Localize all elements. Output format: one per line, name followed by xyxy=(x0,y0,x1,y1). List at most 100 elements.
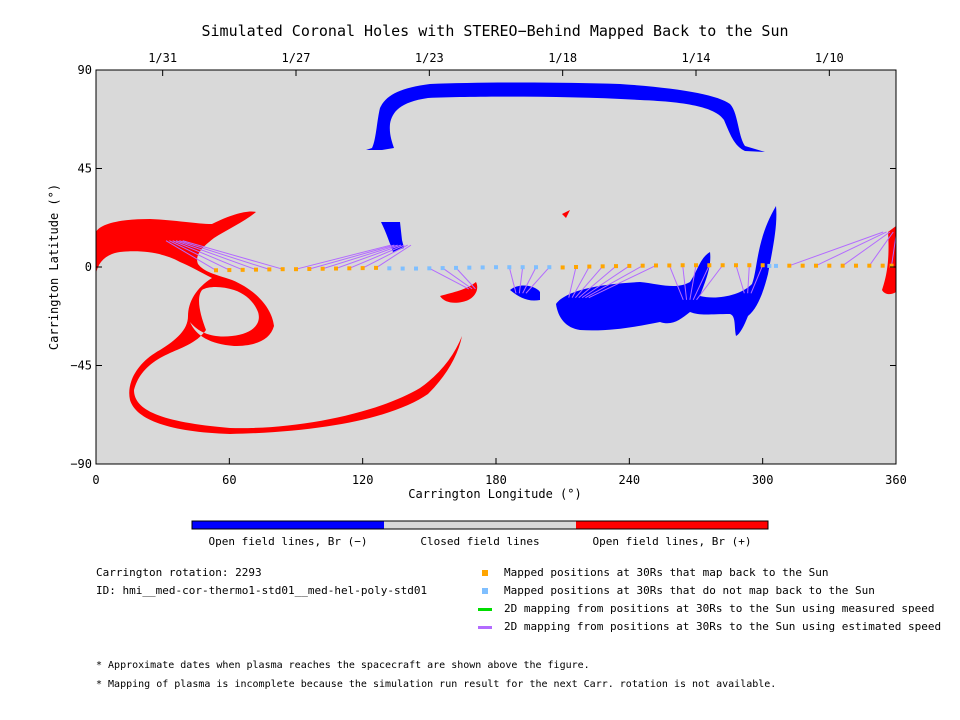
footnotes: * Approximate dates when plasma reaches … xyxy=(96,656,776,694)
estimated-speed-mapping-line xyxy=(362,244,408,269)
unmapped-point xyxy=(454,265,458,270)
estimated-speed-mapping-line xyxy=(868,231,894,266)
mapped-point xyxy=(627,263,632,268)
estimated-speed-mapping-line xyxy=(175,240,257,271)
negative-hole-4 xyxy=(556,206,777,336)
x-tick-label: 240 xyxy=(618,473,640,487)
colorbar-segment xyxy=(576,521,768,529)
legend-line xyxy=(478,625,492,629)
legend-label: 2D mapping from positions at 30Rs to the… xyxy=(504,620,942,633)
estimated-speed-mapping-line xyxy=(689,265,697,300)
footnote: * Mapping of plasma is incomplete becaus… xyxy=(96,679,777,690)
legend-item: 2D mapping from positions at 30Rs to the… xyxy=(478,618,941,636)
mapped-point xyxy=(854,263,858,268)
mapped-point xyxy=(787,263,792,268)
negative-hole-2 xyxy=(381,222,404,252)
estimated-speed-mapping-line xyxy=(842,231,891,267)
estimated-speed-mapping-line xyxy=(518,267,524,294)
x-tick-label: 60 xyxy=(222,473,236,487)
mapped-point xyxy=(867,263,872,268)
estimated-speed-mapping-line xyxy=(182,240,283,270)
unmapped-point xyxy=(774,263,778,268)
positive-hole-3 xyxy=(440,282,478,303)
estimated-speed-mapping-line xyxy=(692,265,710,301)
mapped-point xyxy=(640,263,645,268)
y-axis-label: Carrington Latitude (°) xyxy=(47,184,61,350)
legend-label: Mapped positions at 30Rs that do not map… xyxy=(504,584,875,597)
estimated-speed-mapping-line xyxy=(522,266,537,294)
mapped-point xyxy=(254,267,258,272)
date-tick-label: 1/27 xyxy=(282,51,311,65)
north-polar-negative-hole xyxy=(366,82,765,152)
colorbar: Open field lines, Br (−) Closed field lin… xyxy=(191,520,769,548)
estimated-speed-mapping-line xyxy=(375,244,412,269)
legend-label: 2D mapping from positions at 30Rs to the… xyxy=(504,602,935,615)
unmapped-point xyxy=(414,266,418,271)
x-tick-label: 0 xyxy=(92,473,99,487)
estimated-speed-mapping-line xyxy=(668,265,684,301)
colorbar-label: Open field lines, Br (−) xyxy=(209,535,368,548)
legend-item: Mapped positions at 30Rs that do not map… xyxy=(478,582,941,600)
legend-item: Mapped positions at 30Rs that map back t… xyxy=(478,564,941,582)
estimated-speed-mapping-line xyxy=(179,240,270,270)
mapped-point xyxy=(600,264,605,269)
axes: 0 60 120 180 240 300 360 −90 −45 0 45 90 1/31 1/27 1/2… xyxy=(70,51,907,487)
run-info: Carrington rotation: 2293 ID: hmi__med-c… xyxy=(96,564,427,600)
estimated-speed-mapping-line xyxy=(508,267,517,294)
colorbar-frame xyxy=(191,520,769,530)
estimated-speed-mapping-line xyxy=(169,240,230,271)
estimated-speed-mapping-line xyxy=(322,244,398,270)
colorbar-segment xyxy=(192,521,384,529)
positive-hole-1 xyxy=(96,211,462,434)
estimated-speed-mapping-line xyxy=(682,265,688,300)
unmapped-point xyxy=(467,265,472,270)
unmapped-point xyxy=(767,263,772,268)
date-tick-label: 1/31 xyxy=(148,51,177,65)
mapped-point xyxy=(240,267,245,272)
x-tick-label: 120 xyxy=(352,473,374,487)
date-tick-label: 1/10 xyxy=(815,51,844,65)
estimated-speed-mapping-line xyxy=(696,264,724,301)
mapped-point xyxy=(760,263,765,268)
x-axis-label: Carrington Longitude (°) xyxy=(408,487,581,501)
estimated-speed-mapping-line xyxy=(747,265,750,294)
mapped-point xyxy=(720,263,725,268)
positive-hole-2 xyxy=(562,210,570,218)
estimated-speed-mapping-line xyxy=(525,266,550,294)
unmapped-point xyxy=(547,265,552,270)
mapped-point xyxy=(800,263,805,268)
mapped-point xyxy=(334,266,338,271)
estimated-speed-mapping-line xyxy=(455,267,476,290)
unmapped-point xyxy=(387,266,392,271)
mapped-point xyxy=(747,263,752,268)
estimated-speed-mapping-line xyxy=(735,265,745,294)
estimated-speed-mapping-lines xyxy=(165,231,896,301)
mapped-point xyxy=(587,264,592,269)
negative-hole-3 xyxy=(510,285,540,301)
estimated-speed-mapping-line xyxy=(568,266,577,298)
mapped-point xyxy=(734,263,738,268)
estimated-speed-mapping-line xyxy=(575,266,604,298)
estimated-speed-mapping-line xyxy=(309,244,395,270)
chart-title: Simulated Coronal Holes with STEREO−Behi… xyxy=(202,22,789,40)
mapped-point xyxy=(280,267,285,272)
mapped-point xyxy=(214,268,218,273)
footnote: * Approximate dates when plasma reaches … xyxy=(96,660,590,671)
x-tick-label: 180 xyxy=(485,473,507,487)
estimated-speed-mapping-line xyxy=(750,265,764,294)
mapped-point xyxy=(827,263,832,268)
y-tick-label: 0 xyxy=(85,260,92,274)
mapped-point xyxy=(814,263,818,268)
unmapped-point xyxy=(480,265,485,270)
legend-line xyxy=(478,607,492,611)
mapped-points xyxy=(214,263,894,273)
unmapped-point xyxy=(494,265,498,270)
colorbar-label: Closed field lines xyxy=(420,535,539,548)
estimated-speed-mapping-line xyxy=(585,265,643,299)
mapped-point xyxy=(267,267,272,272)
coronal-hole-regions xyxy=(96,82,896,434)
mapped-point xyxy=(360,266,365,271)
mapped-point xyxy=(694,263,698,268)
estimated-speed-mapping-line xyxy=(442,267,473,290)
